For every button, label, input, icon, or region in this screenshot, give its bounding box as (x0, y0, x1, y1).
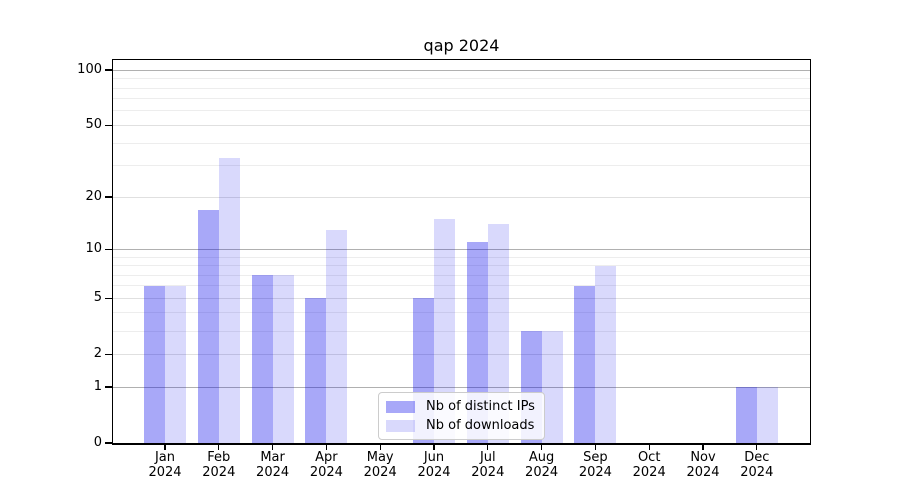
right-spine (809, 59, 811, 445)
x-tick-mark (325, 444, 328, 450)
bar-downloads-jul (487, 224, 509, 443)
y-tick-mark (105, 353, 112, 355)
x-tick-mark (379, 444, 381, 450)
legend-label-downloads: Nb of downloads (426, 418, 535, 433)
y-tick-label: 50 (85, 117, 102, 133)
y-gridline (113, 386, 810, 388)
minor-gridline (113, 78, 810, 80)
bar-ips-dec (735, 387, 757, 443)
bar-downloads-feb (218, 158, 240, 443)
x-tick-label: Aug 2024 (525, 450, 559, 480)
bar-ips-sep (574, 285, 596, 443)
y-tick-mark (105, 442, 112, 444)
y-tick-mark (105, 297, 112, 299)
bar-downloads-apr (326, 229, 348, 443)
y-tick-label: 0 (93, 435, 102, 450)
y-gridline (113, 248, 810, 250)
x-tick-label: Nov 2024 (686, 450, 720, 480)
bar-downloads-jun (434, 219, 455, 443)
y-tick-label: 1 (93, 379, 102, 394)
legend-item-downloads: Nb of downloads (386, 416, 535, 435)
x-tick-mark (702, 444, 704, 450)
left-spine (111, 59, 114, 445)
y-tick-mark (105, 69, 112, 71)
y-tick-mark (105, 248, 112, 250)
bar-ips-jan (144, 285, 165, 443)
x-tick-label: Dec 2024 (740, 450, 774, 480)
y-gridline (113, 353, 810, 355)
y-tick-mark (105, 386, 112, 388)
top-spine (111, 59, 811, 61)
minor-gridline (113, 330, 810, 332)
bar-downloads-aug (541, 331, 563, 443)
x-tick-label: May 2024 (363, 450, 397, 480)
minor-gridline (113, 285, 810, 287)
bar-ips-mar (251, 275, 273, 443)
x-tick-label: Apr 2024 (309, 450, 343, 480)
x-tick-mark (594, 444, 597, 450)
x-tick-label: Oct 2024 (632, 450, 666, 480)
x-tick-label: Feb 2024 (202, 450, 236, 480)
bar-ips-feb (197, 209, 219, 443)
minor-gridline (113, 165, 810, 167)
x-tick-label: Mar 2024 (256, 450, 290, 480)
y-tick-label: 10 (85, 241, 102, 257)
x-tick-label: Jan 2024 (148, 450, 182, 480)
minor-gridline (113, 265, 810, 266)
x-tick-label: Jul 2024 (471, 450, 505, 480)
bar-downloads-sep (595, 265, 617, 443)
x-tick-mark (271, 444, 274, 450)
chart-title: qap 2024 (423, 36, 500, 55)
minor-gridline (113, 312, 810, 314)
y-tick-mark (105, 196, 112, 198)
legend: Nb of distinct IPs Nb of downloads (378, 392, 545, 440)
y-gridline (113, 124, 810, 126)
x-tick-mark (540, 444, 543, 450)
y-tick-label: 2 (93, 346, 102, 362)
bottom-spine (111, 443, 811, 445)
x-tick-mark (218, 444, 220, 450)
x-tick-mark (756, 444, 758, 450)
minor-gridline (113, 142, 810, 144)
legend-item-ips: Nb of distinct IPs (386, 397, 535, 416)
y-tick-mark (105, 124, 112, 127)
minor-gridline (113, 98, 810, 100)
legend-swatch-ips (386, 400, 415, 413)
y-tick-label: 5 (93, 290, 102, 306)
bar-downloads-dec (756, 387, 778, 443)
x-tick-mark (164, 444, 166, 450)
x-tick-mark (648, 444, 650, 450)
x-tick-mark (433, 444, 435, 450)
y-tick-label: 20 (85, 189, 102, 205)
bar-ips-apr (305, 298, 327, 443)
minor-gridline (113, 274, 810, 276)
minor-gridline (113, 87, 810, 89)
x-tick-label: Sep 2024 (578, 450, 612, 480)
y-gridline (113, 69, 810, 71)
bar-downloads-jan (165, 285, 186, 443)
y-gridline (113, 196, 810, 198)
y-gridline (113, 297, 810, 299)
minor-gridline (113, 110, 810, 112)
bar-downloads-mar (272, 275, 294, 443)
legend-label-ips: Nb of distinct IPs (426, 399, 535, 414)
legend-swatch-downloads (386, 419, 415, 432)
x-tick-mark (487, 444, 489, 450)
minor-gridline (113, 256, 810, 258)
x-tick-label: Jun 2024 (417, 450, 451, 480)
y-tick-label: 100 (77, 62, 102, 78)
